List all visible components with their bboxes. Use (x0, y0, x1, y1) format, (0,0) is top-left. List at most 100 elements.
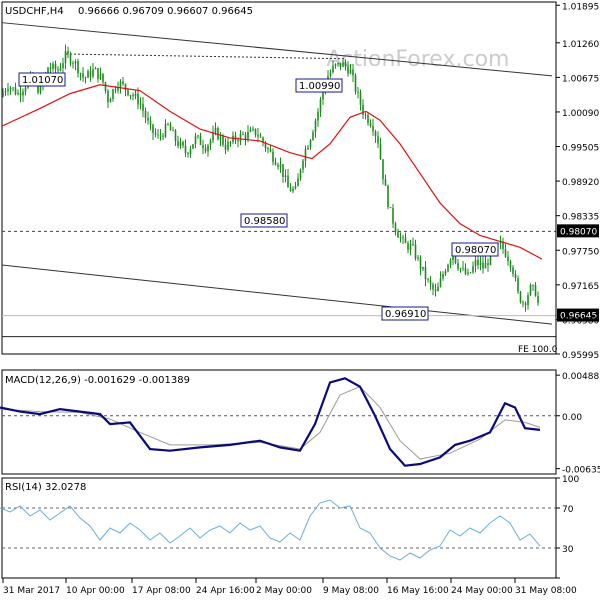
candle-body (104, 82, 107, 92)
candle-body (219, 136, 222, 140)
candle-body (139, 103, 142, 105)
price-y-tick-label: 0.97165 (562, 282, 599, 292)
candle-body (162, 135, 164, 137)
candle-body (357, 91, 359, 93)
candle-body (472, 266, 474, 273)
candle-body (449, 260, 452, 265)
price-annotation-label: 0.98070 (455, 245, 496, 256)
candle-body (37, 82, 39, 93)
price-annotation-box (381, 306, 429, 321)
x-axis: 31 Mar 2017 10 Apr 00:00 17 Apr 08:00 24 Ap… (2, 578, 577, 596)
candle-body (262, 137, 264, 143)
candle-body (204, 148, 207, 152)
last-price-tag-label: 0.96645 (560, 312, 597, 322)
candle-body (247, 131, 249, 139)
candle-body (117, 87, 119, 91)
candle-body (439, 278, 442, 287)
price-y-tick-label: 1.00675 (562, 74, 599, 84)
price-panel: USDCHF,H4 0.96666 0.96709 0.96607 0.9664… (1, 1, 599, 361)
price-y-tick-label: 0.99505 (562, 144, 599, 154)
candle-body (384, 179, 387, 186)
candle-body (169, 124, 172, 131)
macd-series (0, 377, 541, 467)
candle-body (267, 148, 269, 150)
candle-body (517, 278, 519, 292)
candle-body (332, 65, 334, 73)
candle-body (57, 69, 59, 71)
candle-body (352, 69, 354, 76)
candle-body (184, 145, 187, 154)
candle-body (382, 159, 384, 180)
rsi-y-tick-label: 30 (562, 545, 574, 555)
candle-body (142, 103, 144, 111)
candle-body (402, 237, 404, 239)
candle-body (152, 124, 154, 134)
candle-body (342, 62, 344, 67)
candle-body (87, 71, 89, 78)
candle-body (84, 77, 87, 79)
candle-body (304, 149, 307, 161)
sma-line (1, 84, 543, 260)
candle-body (519, 291, 522, 303)
candle-body (224, 144, 227, 150)
candle-body (529, 284, 532, 296)
candle-body (132, 95, 134, 97)
candle-body (294, 186, 297, 189)
candle-body (254, 128, 257, 135)
candle-body (317, 111, 319, 121)
candle-body (257, 134, 259, 137)
rsi-panel: RSI(14) 32.0278 100 70 30 (0, 475, 579, 579)
candle-body (272, 151, 274, 163)
trend-line (1, 22, 553, 77)
candle-body (12, 87, 14, 89)
candle-body (434, 289, 437, 292)
candle-body (359, 92, 362, 105)
candle-body (264, 142, 267, 149)
candle-body (487, 263, 489, 265)
candle-body (379, 143, 382, 160)
candle-body (452, 256, 454, 261)
x-tick-label: 31 May 08:00 (515, 586, 577, 596)
candle-body (419, 257, 422, 269)
resistance-price-tag (557, 224, 599, 238)
candle-body (314, 120, 317, 133)
candle-body (457, 263, 459, 269)
candle-body (237, 140, 239, 142)
candle-body (4, 91, 7, 93)
candle-body (512, 267, 514, 275)
candle-body (409, 244, 412, 250)
candle-body (394, 223, 397, 233)
price-annotation-box (240, 213, 288, 228)
candle-body (259, 136, 262, 138)
rsi-series (0, 499, 541, 561)
macd-y-tick-label: 0.004883 (562, 372, 600, 382)
candle-body (329, 72, 332, 77)
candle-body (109, 98, 112, 103)
macd-panel: MACD(12,26,9) -0.001629 -0.001389 0.0048… (0, 369, 600, 476)
candle-body (454, 256, 457, 264)
candle-body (49, 67, 52, 69)
candle-body (94, 68, 97, 70)
candle-body (302, 160, 304, 170)
candle-body (537, 295, 539, 303)
candle-body (22, 91, 24, 96)
candle-body (397, 232, 399, 238)
candle-body (287, 175, 289, 188)
candle-body (197, 135, 199, 137)
price-annotation-box (18, 72, 66, 87)
candle-body (229, 141, 232, 143)
candle-body (469, 272, 472, 274)
candle-body (107, 91, 109, 103)
candle-body (424, 266, 427, 280)
candle-body (7, 89, 9, 92)
rsi-label: RSI(14) 32.0278 (5, 482, 86, 493)
x-tick-label: 31 Mar 2017 (3, 586, 60, 596)
price-moving-average (1, 84, 543, 260)
candle-body (47, 67, 49, 73)
candle-body (217, 128, 219, 140)
candle-body (312, 132, 314, 141)
candle-body (214, 128, 217, 133)
candle-body (479, 262, 482, 266)
candle-body (17, 92, 19, 95)
